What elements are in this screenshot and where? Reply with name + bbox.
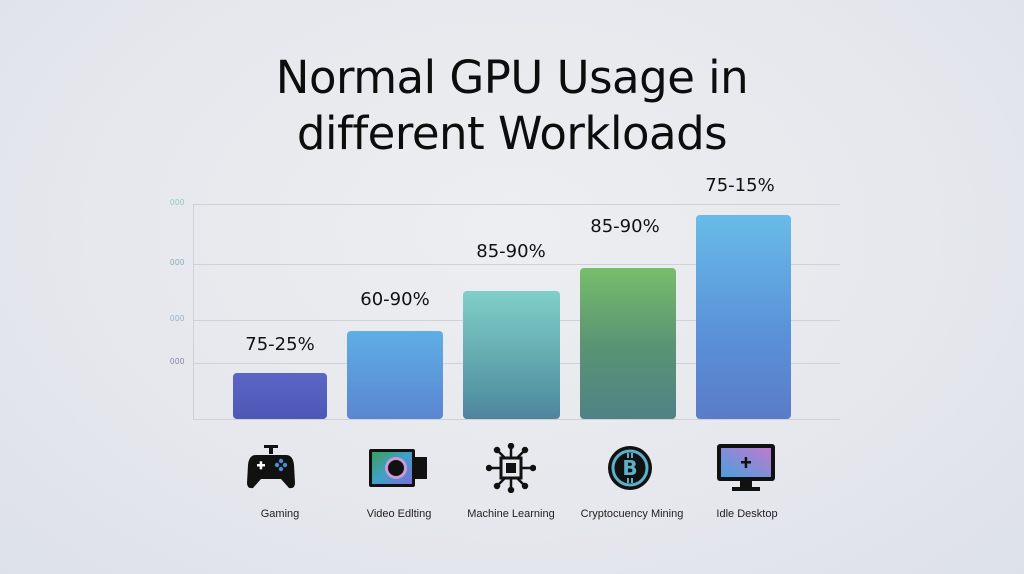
- bar-video-editing: [347, 331, 443, 419]
- y-axis: [193, 204, 194, 419]
- bar-label: 75-25%: [245, 334, 315, 355]
- bitcoin-icon: B: [607, 445, 653, 491]
- category-label: Video Edlting: [366, 508, 432, 520]
- y-tick: 000: [170, 198, 185, 207]
- bar-idle-desktop: [696, 215, 791, 419]
- bar-label: 85-90%: [476, 241, 546, 262]
- monitor-icon: [716, 443, 776, 493]
- bar-gaming: [233, 373, 327, 419]
- gamepad-icon: [246, 443, 296, 493]
- bar-label: 60-90%: [360, 289, 430, 310]
- chip-icon: [485, 442, 537, 494]
- bar-label: 85-90%: [590, 216, 660, 237]
- bar-label: 75-15%: [705, 175, 775, 196]
- y-tick: 000: [170, 314, 185, 323]
- svg-text:B: B: [622, 456, 637, 480]
- title-line-1: Normal GPU Usage in: [275, 51, 749, 104]
- y-tick: 000: [170, 357, 185, 366]
- category-label: Machine Learning: [467, 508, 555, 520]
- category-label: Cryptocuency Mining: [580, 508, 684, 520]
- category-label: Idle Desktop: [716, 508, 778, 520]
- gridline: [193, 204, 840, 205]
- bar-crypto-mining: [580, 268, 676, 419]
- video-camera-icon: [368, 443, 430, 493]
- baseline: [193, 419, 840, 420]
- title-line-2: different Workloads: [296, 107, 728, 160]
- category-label: Gaming: [260, 508, 300, 520]
- bar-machine-learning: [463, 291, 560, 419]
- y-tick: 000: [170, 258, 185, 267]
- chart-title: Normal GPU Usage in different Workloads: [0, 50, 1024, 162]
- gridline: [193, 264, 840, 265]
